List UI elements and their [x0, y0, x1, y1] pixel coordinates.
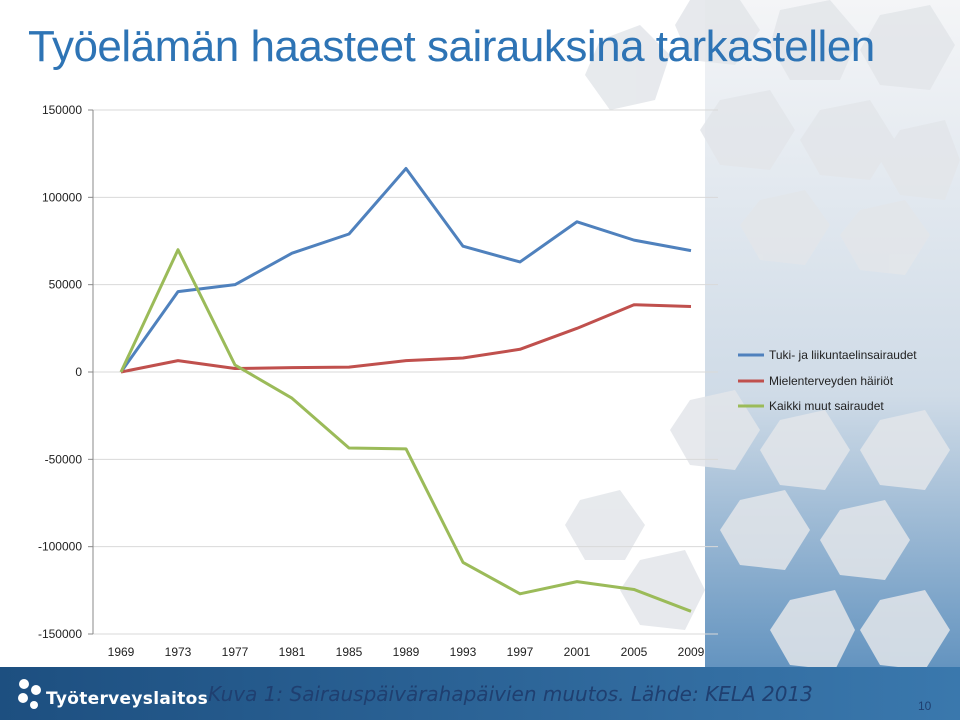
chart-legend: Tuki- ja liikuntaelinsairaudet Mielenterv… [738, 348, 917, 413]
x-tick-label: 1997 [507, 645, 534, 659]
series-lines [119, 167, 692, 613]
footer-band [0, 667, 960, 720]
x-tick-label: 2001 [564, 645, 591, 659]
hexagon-pattern [565, 0, 960, 670]
page-number: 10 [918, 699, 932, 713]
series-line-3 [119, 248, 692, 613]
x-axis-ticks: 1969 1973 1977 1981 1985 1989 1993 1997 2001 2005… [108, 645, 705, 659]
x-tick-label: 1989 [393, 645, 420, 659]
logo-text: Työterveyslaitos [46, 689, 209, 709]
series-line-1 [119, 167, 692, 373]
x-tick-label: 1977 [222, 645, 249, 659]
y-tick-label: 150000 [42, 103, 82, 117]
legend-label: Mielenterveyden häiriöt [769, 374, 894, 388]
x-tick-label: 1973 [165, 645, 192, 659]
y-tick-label: 50000 [49, 278, 83, 292]
x-tick-label: 1981 [279, 645, 306, 659]
x-tick-label: 2009 [678, 645, 705, 659]
figure-caption: Kuva 1: Sairauspäivärahapäivien muutos. … [208, 682, 813, 706]
tyoterveyslaitos-logo-icon [18, 679, 41, 709]
series-line-2 [120, 303, 692, 374]
legend-label: Tuki- ja liikuntaelinsairaudet [769, 348, 917, 362]
chart-gridlines [93, 109, 718, 635]
y-tick-label: -50000 [45, 452, 83, 466]
legend-label: Kaikki muut sairaudet [769, 399, 884, 413]
x-tick-label: 1985 [336, 645, 363, 659]
x-tick-label: 1993 [450, 645, 477, 659]
y-axis-ticks: 150000 100000 50000 0 -50000 -100000 -150000 [38, 103, 93, 641]
slide-title: Työelämän haasteet sairauksina tarkastel… [28, 22, 875, 71]
x-tick-label: 2005 [621, 645, 648, 659]
y-tick-label: -100000 [38, 540, 82, 554]
x-tick-label: 1969 [108, 645, 135, 659]
y-tick-label: -150000 [38, 627, 82, 641]
y-tick-label: 0 [75, 365, 82, 379]
y-tick-label: 100000 [42, 190, 82, 204]
